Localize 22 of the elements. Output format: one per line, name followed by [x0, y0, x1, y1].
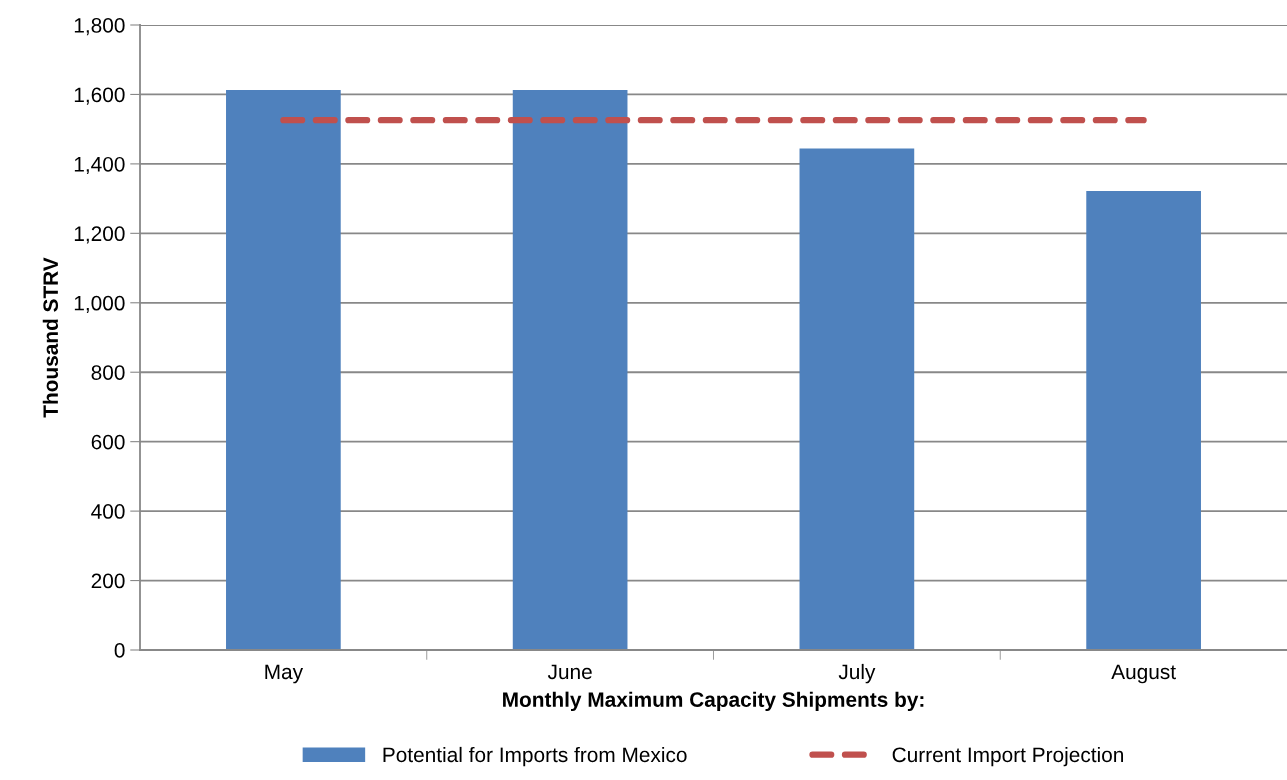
legend-label: Potential for Imports from Mexico — [383, 746, 687, 767]
y-tick-label: 1,000 — [74, 295, 125, 313]
y-tick-label: 600 — [91, 434, 125, 450]
y-axis-title: Thousand STRV — [42, 257, 59, 418]
y-tick-label: 800 — [91, 365, 125, 380]
y-tick-label: 200 — [91, 573, 125, 589]
x-tick-label: May — [265, 664, 304, 684]
bar — [512, 89, 628, 650]
x-tick-label: August — [1111, 664, 1176, 684]
y-tick-label: 1,800 — [74, 18, 125, 36]
bar — [226, 89, 341, 650]
y-tick-label: 1,600 — [74, 87, 125, 105]
x-tick-label: July — [838, 663, 876, 684]
bar — [799, 148, 915, 650]
y-tick-label: 0 — [114, 643, 125, 658]
bar — [1086, 190, 1201, 650]
y-tick-label: 1,200 — [74, 226, 125, 244]
y-tick-label: 1,400 — [74, 156, 125, 175]
x-axis-title: Monthly Maximum Capacity Shipments by: — [503, 691, 924, 712]
y-tick-label: 400 — [91, 504, 125, 519]
x-tick-label: June — [547, 664, 592, 680]
legend-label: Current Import Projection — [892, 746, 1123, 767]
